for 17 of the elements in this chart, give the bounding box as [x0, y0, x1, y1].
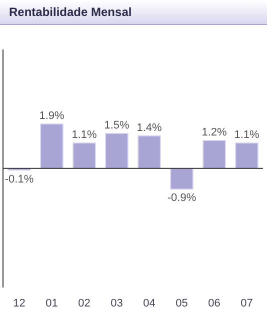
- data-label: 1.4%: [136, 122, 162, 134]
- data-label: 1.5%: [104, 119, 130, 132]
- x-tick-label: 07: [240, 297, 253, 310]
- data-label: 1.1%: [72, 128, 97, 141]
- data-label: 1.2%: [202, 126, 227, 139]
- x-tick-label: 05: [176, 297, 188, 310]
- data-label: 1.9%: [39, 110, 64, 122]
- chart-title: Rentabilidade Mensal: [0, 0, 267, 25]
- x-tick-label: 01: [46, 297, 58, 310]
- data-label: -0.1%: [4, 173, 34, 186]
- x-tick-label: 03: [110, 297, 123, 310]
- x-tick-label: 04: [143, 297, 156, 310]
- x-tick-label: 06: [208, 297, 220, 310]
- x-tick-label: 02: [78, 297, 90, 310]
- x-tick-label: 12: [13, 297, 26, 310]
- data-label: 1.1%: [234, 128, 260, 141]
- data-label: -0.9%: [167, 192, 196, 204]
